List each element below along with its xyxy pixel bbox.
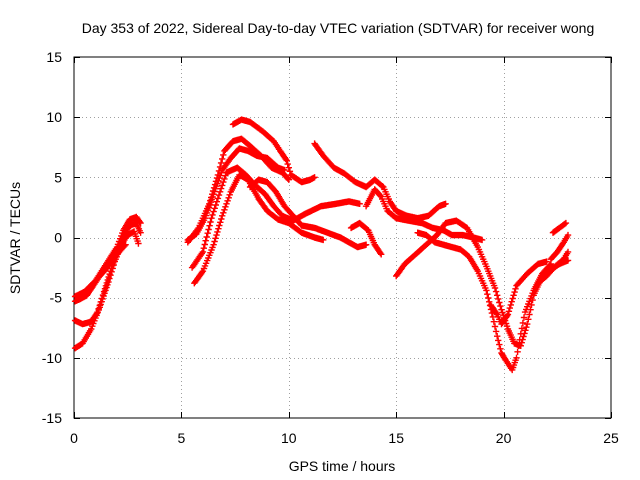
series-track-16 <box>487 258 550 328</box>
series-markers <box>547 231 572 263</box>
series-markers <box>184 145 288 244</box>
series-track-18 <box>534 248 572 287</box>
x-tick-label: 15 <box>388 430 404 446</box>
series-markers <box>229 116 318 186</box>
series-markers <box>487 258 550 328</box>
x-tick-label: 20 <box>496 430 512 446</box>
y-tick-label: 10 <box>46 109 62 125</box>
chart-title: Day 353 of 2022, Sidereal Day-to-day VTE… <box>82 20 595 36</box>
x-tick-label: 5 <box>178 430 186 446</box>
y-tick-label: -5 <box>50 290 63 306</box>
data-series <box>71 116 572 374</box>
y-tick-label: 5 <box>54 169 62 185</box>
series-track-6 <box>184 145 288 244</box>
y-tick-label: 15 <box>46 49 62 65</box>
y-tick-label: -15 <box>42 410 62 426</box>
x-axis-tick-labels: 0 5 10 15 20 25 <box>70 430 619 446</box>
series-markers <box>246 176 370 251</box>
plot-frame <box>73 56 612 419</box>
series-markers <box>414 229 555 374</box>
y-tick-label: -10 <box>42 350 62 366</box>
x-tick-label: 0 <box>70 430 78 446</box>
series-markers <box>71 241 129 305</box>
y-axis-label: SDTVAR / TECUs <box>7 182 23 294</box>
series-track-13 <box>347 219 385 258</box>
y-tick-label: 0 <box>54 230 62 246</box>
x-tick-label: 25 <box>603 430 619 446</box>
series-track-17 <box>547 231 572 263</box>
series-track-11 <box>311 140 449 222</box>
x-tick-label: 10 <box>281 430 297 446</box>
series-track-19 <box>549 219 570 236</box>
series-markers <box>549 219 570 236</box>
series-markers <box>534 248 572 287</box>
series-track-10 <box>246 176 370 251</box>
axis-ticks <box>74 57 612 419</box>
x-axis-label: GPS time / hours <box>289 458 396 474</box>
y-axis-tick-labels: -15 -10 -5 0 5 10 15 <box>42 49 62 426</box>
series-track-4 <box>71 241 129 305</box>
series-track-15 <box>414 229 555 374</box>
series-markers <box>347 219 385 258</box>
series-markers <box>311 140 449 222</box>
series-track-9 <box>229 116 318 186</box>
